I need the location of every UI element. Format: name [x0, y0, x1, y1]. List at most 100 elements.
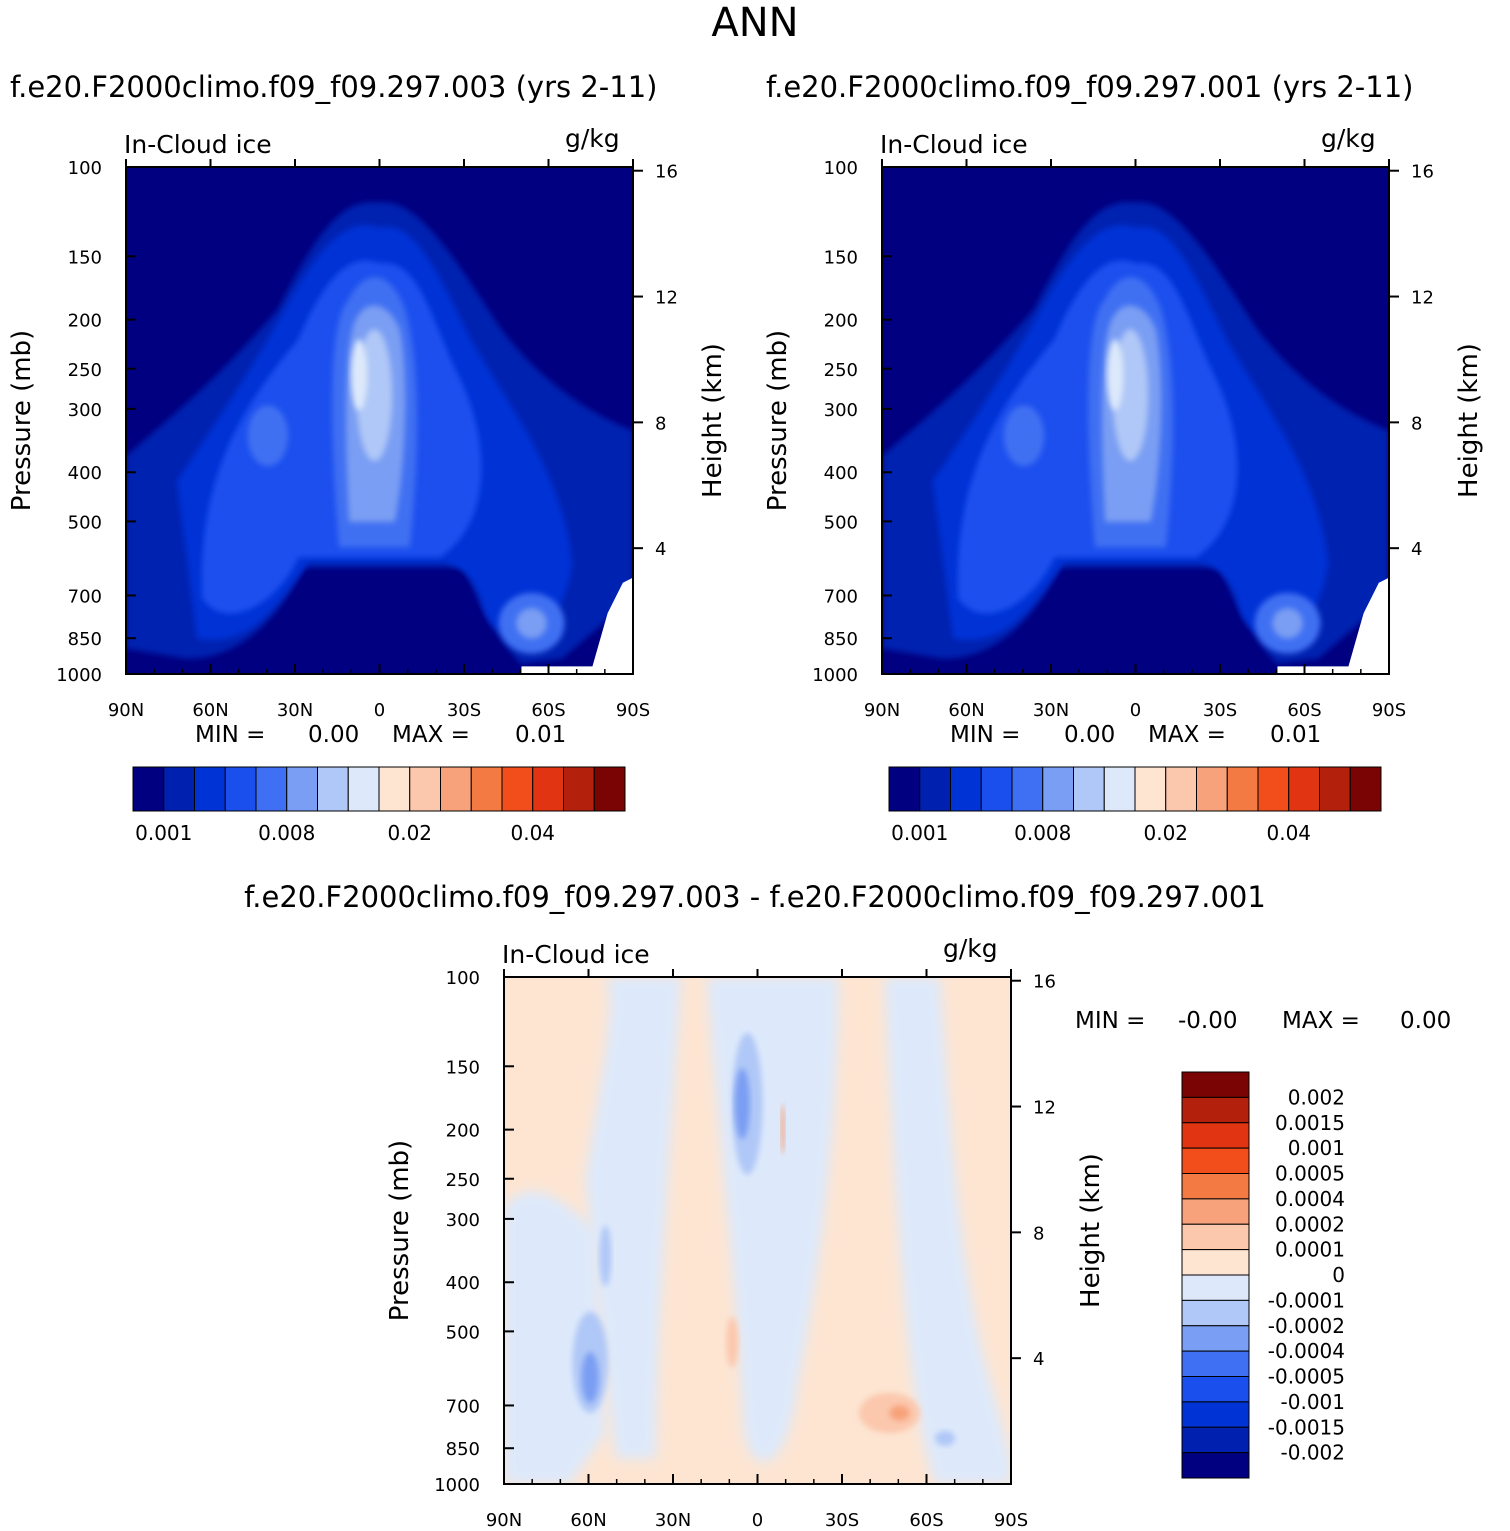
colorbar-box [563, 766, 595, 812]
y-tick-label: 500 [68, 512, 102, 533]
contour-level-7 [1107, 339, 1124, 411]
colorbar-box [1181, 1071, 1250, 1098]
y-tick-label: 850 [446, 1439, 480, 1460]
left-panel-label: In-Cloud ice [502, 940, 650, 969]
colorbar-box [1181, 1452, 1250, 1479]
y2-tick-label: 12 [1411, 288, 1434, 309]
colorbar-box [1288, 766, 1320, 812]
colorbar-box [1181, 1350, 1250, 1377]
colorbar-box [163, 766, 195, 812]
colorbar-box [1349, 766, 1382, 812]
y2-tick-label: 16 [1033, 972, 1056, 993]
contour-field-difference [504, 977, 1011, 1484]
contour-nh-blob [1003, 405, 1045, 467]
colorbar-box [317, 766, 349, 812]
axes-case-001: 90N 60N 30N 0 30S 60S 90S 100 150 200 250 300 400 500… [763, 124, 1484, 748]
x-tick-label: 0 [752, 1510, 763, 1531]
colorbar-box [132, 766, 165, 812]
colorbar-box [1257, 766, 1290, 812]
x-tick-label: 60S [1287, 700, 1321, 721]
min-label: MIN = [1075, 1008, 1145, 1034]
y-tick-label: 700 [68, 586, 102, 607]
colorbar-box [1319, 766, 1351, 812]
x-tick-label: 60N [570, 1510, 606, 1531]
colorbar-label: 0.001 [891, 821, 948, 845]
y2-tick-label: 4 [1411, 539, 1422, 560]
x-tick-label: 90S [1372, 700, 1406, 721]
colorbar-box [409, 766, 441, 812]
colorbar-box [1181, 1376, 1250, 1403]
colorbar-box [950, 766, 982, 812]
colorbar-difference: 0.0020.00150.0010.00050.00040.00020.0001… [1181, 1071, 1345, 1479]
colorbar-box [980, 766, 1013, 812]
y-tick-label: 250 [824, 360, 858, 381]
colorbar-box [1011, 766, 1044, 812]
colorbar-box [593, 766, 626, 812]
colorbar-box [1073, 766, 1105, 812]
max-value: 0.01 [1270, 722, 1321, 748]
colorbar-box [1103, 766, 1136, 812]
colorbar-box [919, 766, 951, 812]
x-tick-label: 90N [108, 700, 144, 721]
missing-data-region [1277, 577, 1389, 674]
y-tick-label: 850 [68, 629, 102, 650]
y2-tick-label: 12 [655, 288, 678, 309]
x-tick-label: 90S [616, 700, 650, 721]
max-label: MAX = [392, 722, 470, 748]
max-value: 0.01 [515, 722, 566, 748]
colorbar-box [1165, 766, 1197, 812]
y-tick-label: 200 [68, 311, 102, 332]
pos-spot-2 [889, 1405, 910, 1421]
colorbar-box [1181, 1426, 1250, 1454]
missing-data-region [521, 577, 633, 674]
colorbar-box [1181, 1147, 1250, 1174]
neg-spot-2 [734, 1068, 750, 1140]
y-tick-label: 100 [68, 158, 102, 179]
neg-spot-4 [581, 1352, 599, 1403]
colorbar-box [1181, 1198, 1250, 1225]
y2-tick-label: 8 [1411, 413, 1422, 434]
y-tick-label: 100 [446, 968, 480, 989]
colorbar-box [224, 766, 257, 812]
colorbar-label: 0.008 [258, 821, 315, 845]
colorbar-box [440, 766, 472, 812]
y-tick-label: 200 [446, 1121, 480, 1142]
colorbar-box [378, 766, 411, 812]
y2-tick-label: 8 [655, 413, 666, 434]
colorbar-box [1181, 1096, 1250, 1124]
max-label: MAX = [1282, 1008, 1360, 1034]
case-right-title: f.e20.F2000climo.f09_f09.297.001 (yrs 2-… [766, 70, 1414, 104]
x-tick-label: 0 [1130, 700, 1141, 721]
x-tick-label: 90N [864, 700, 900, 721]
colorbar-box [1181, 1325, 1250, 1352]
y-tick-label: 250 [446, 1170, 480, 1191]
y-tick-label: 300 [446, 1210, 480, 1231]
colorbar-label: 0.02 [387, 821, 432, 845]
axes-case-003: 90N 60N 30N 0 30S 60S 90S 100 150 200 250 300 400 500… [7, 124, 728, 748]
right-panel-label: g/kg [565, 124, 620, 153]
y-tick-label: 300 [824, 400, 858, 421]
y-tick-label: 200 [824, 311, 858, 332]
min-value: 0.00 [308, 722, 359, 748]
x-tick-label: 30N [277, 700, 313, 721]
colorbar-box [1226, 766, 1259, 812]
x-tick-label: 60N [192, 700, 228, 721]
x-tick-label: 90S [994, 1510, 1028, 1531]
x-tick-label: 60N [948, 700, 984, 721]
neg-spot-5 [599, 1225, 612, 1287]
colorbar-box [1181, 1401, 1250, 1428]
pos-spot-4 [780, 1103, 785, 1155]
x-tick-label: 30S [1203, 700, 1237, 721]
colorbar-label: -0.0004 [1268, 1339, 1345, 1363]
colorbar-label: -0.001 [1281, 1390, 1345, 1414]
colorbar-box [1181, 1249, 1250, 1276]
y-axis-title: Pressure (mb) [385, 1140, 415, 1321]
y2-tick-label: 16 [1411, 162, 1434, 183]
main-title: ANN [711, 0, 799, 46]
colorbar-label: 0.0002 [1275, 1212, 1345, 1236]
y-tick-label: 500 [824, 512, 858, 533]
y-tick-label: 700 [446, 1396, 480, 1417]
y2-tick-label: 16 [655, 162, 678, 183]
min-value: 0.00 [1064, 722, 1115, 748]
x-tick-label: 90N [486, 1510, 522, 1531]
